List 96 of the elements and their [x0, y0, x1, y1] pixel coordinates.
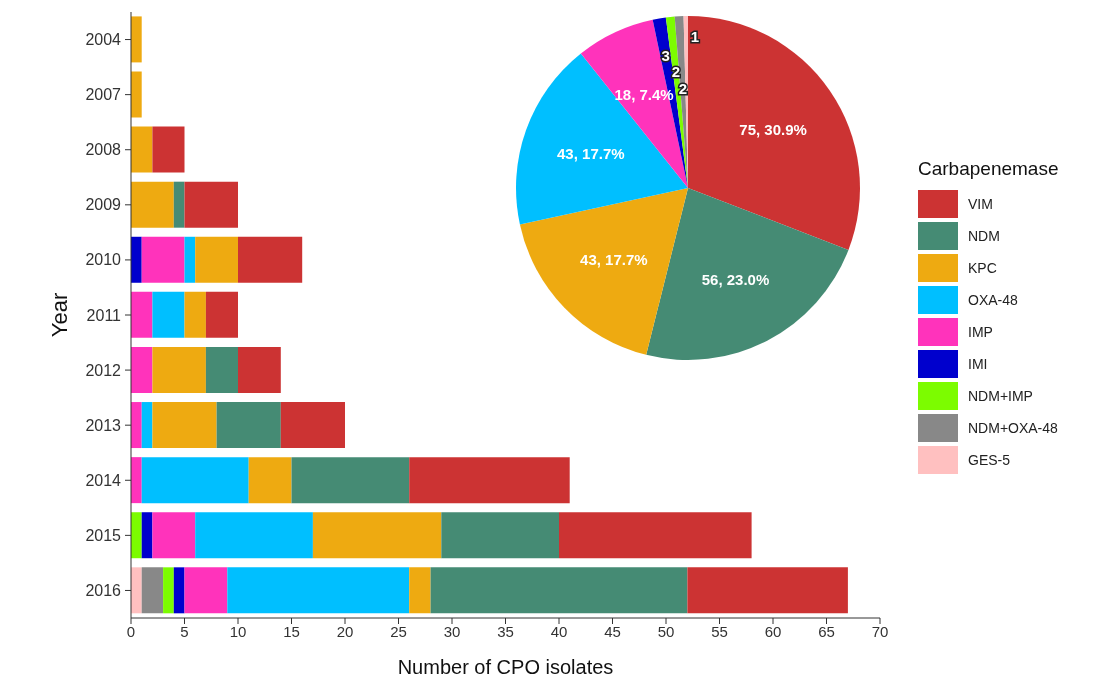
- legend-label: NDM: [968, 228, 1000, 244]
- bar: [163, 567, 174, 614]
- x-tick-label: 15: [283, 622, 300, 640]
- bar: [184, 291, 206, 338]
- y-tick-label: 2013: [85, 416, 122, 434]
- bar: [238, 236, 303, 283]
- pie-slice: [688, 16, 860, 250]
- y-tick-label: 2012: [85, 361, 122, 379]
- x-tick-label: 5: [180, 622, 189, 640]
- legend-label: IMP: [968, 324, 993, 340]
- pie-slice: [516, 53, 688, 225]
- x-tick-label: 70: [871, 622, 889, 640]
- bar: [131, 291, 153, 338]
- legend-label: OXA-48: [968, 292, 1018, 308]
- bar: [131, 567, 142, 614]
- bar: [131, 181, 174, 228]
- data-label: 43, 17.7%: [557, 144, 625, 162]
- bar: [409, 457, 570, 504]
- x-tick-label: 25: [390, 622, 407, 640]
- bar: [280, 402, 345, 449]
- legend-label: NDM+IMP: [968, 388, 1033, 404]
- pie-slice: [580, 19, 688, 188]
- bar: [131, 71, 142, 118]
- data-label: 2: [671, 63, 681, 81]
- x-axis-title: Number of CPO isolates: [397, 656, 614, 678]
- bar: [238, 346, 281, 393]
- bar: [184, 567, 228, 614]
- bar: [152, 402, 217, 449]
- pie-slice: [646, 188, 849, 360]
- x-tick-label: 35: [497, 622, 514, 640]
- bar: [131, 126, 153, 173]
- y-tick-label: 2009: [85, 196, 122, 214]
- bar: [291, 457, 410, 504]
- bar: [152, 126, 185, 173]
- bar: [152, 346, 206, 393]
- pie-slice: [519, 188, 688, 355]
- x-tick-label: 0: [126, 622, 136, 640]
- data-label: 3: [661, 47, 670, 65]
- y-tick-label: 2007: [85, 86, 122, 104]
- bar: [687, 567, 848, 614]
- bar: [141, 402, 153, 449]
- bar: [131, 16, 142, 63]
- bar: [205, 346, 238, 393]
- legend-label: GES-5: [968, 452, 1011, 468]
- legend-label: VIM: [968, 196, 993, 212]
- y-axis-title: Year: [46, 292, 72, 338]
- y-tick-label: 2004: [85, 31, 122, 49]
- x-tick-label: 45: [604, 622, 621, 640]
- bar: [441, 512, 559, 559]
- bar: [152, 291, 185, 338]
- x-tick-label: 65: [818, 622, 835, 640]
- bar: [173, 181, 185, 228]
- y-tick-label: 2010: [85, 251, 122, 269]
- legend-label: KPC: [968, 260, 997, 276]
- x-tick-label: 40: [550, 622, 568, 640]
- y-tick-label: 2016: [85, 581, 122, 599]
- x-tick-label: 10: [229, 622, 247, 640]
- bar: [216, 402, 281, 449]
- bar: [131, 457, 142, 504]
- bar: [141, 236, 185, 283]
- data-label: 56, 23.0%: [701, 271, 770, 289]
- bar: [248, 457, 292, 504]
- bar: [184, 236, 196, 283]
- y-tick-label: 2014: [85, 471, 122, 489]
- y-tick-label: 2008: [85, 141, 122, 159]
- x-tick-label: 20: [336, 622, 354, 640]
- x-tick-label: 60: [764, 622, 782, 640]
- legend-label: NDM+OXA-48: [968, 420, 1058, 436]
- data-label: 75, 30.9%: [739, 121, 807, 139]
- x-tick-label: 30: [443, 622, 461, 640]
- bar: [173, 567, 185, 614]
- bar: [430, 567, 688, 614]
- bar: [195, 512, 313, 559]
- bar: [141, 512, 153, 559]
- bar: [227, 567, 410, 614]
- legend-label: IMI: [968, 356, 988, 372]
- bar: [184, 181, 238, 228]
- bar: [409, 567, 431, 614]
- bar: [195, 236, 238, 283]
- x-tick-label: 50: [657, 622, 675, 640]
- bar: [131, 346, 153, 393]
- bar: [131, 512, 142, 559]
- bar: [152, 512, 196, 559]
- bar: [131, 236, 142, 283]
- bar: [312, 512, 442, 559]
- data-label: 43, 17.7%: [580, 251, 648, 269]
- x-tick-label: 55: [711, 622, 728, 640]
- bar: [205, 291, 238, 338]
- legend-title: Carbapenemase: [918, 158, 1060, 180]
- y-tick-label: 2011: [86, 306, 122, 324]
- y-tick-label: 2015: [85, 526, 122, 544]
- bar: [141, 567, 164, 614]
- bar: [131, 402, 142, 449]
- data-label: 1: [690, 28, 700, 46]
- bar: [141, 457, 249, 504]
- bar: [559, 512, 752, 559]
